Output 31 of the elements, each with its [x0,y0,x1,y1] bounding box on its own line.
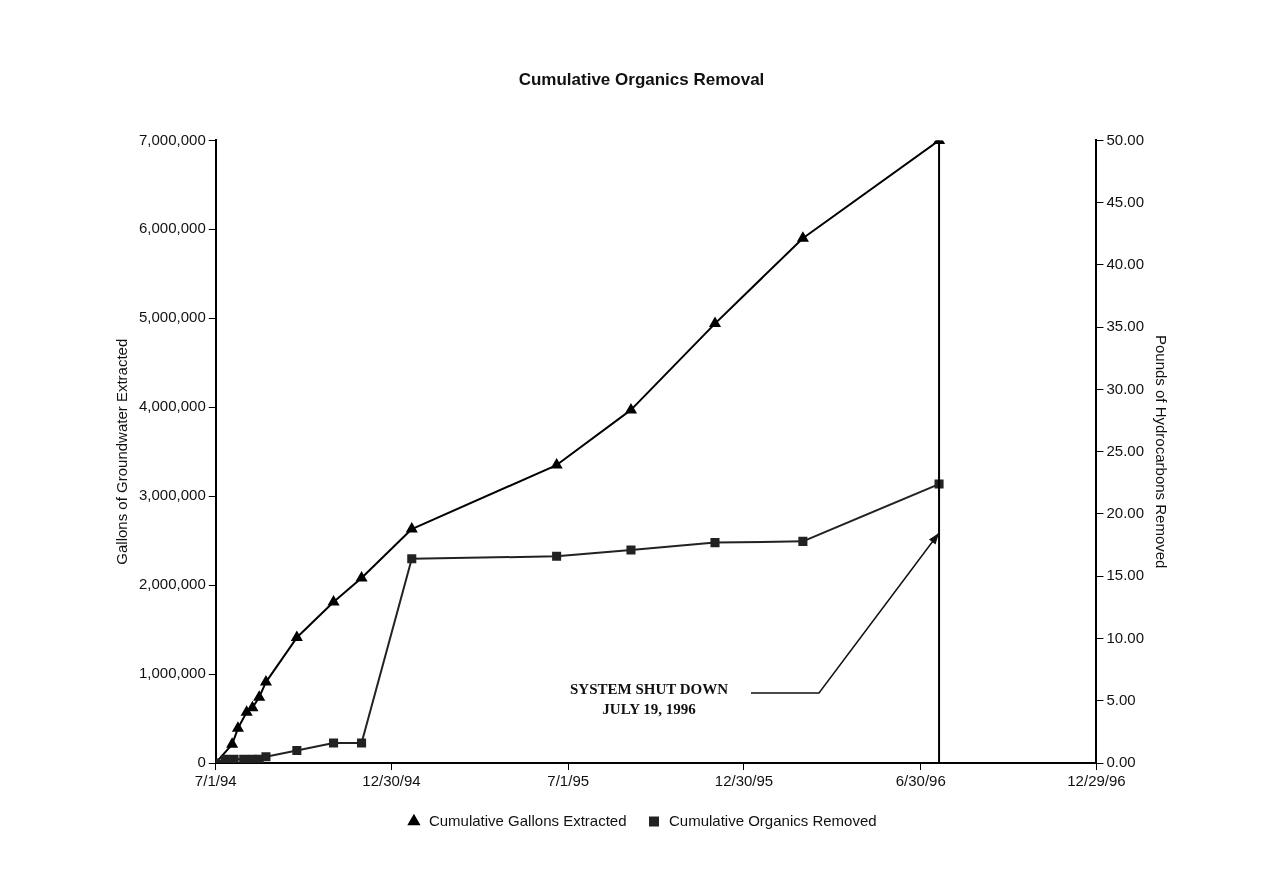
x-tick-label: 12/30/95 [714,772,774,790]
y2-tick-label: 5.00 [1106,690,1136,708]
y-tick-label: 3,000,000 [139,486,206,504]
y-tick-label: 5,000,000 [139,308,206,326]
x-tick-label: 12/30/94 [362,772,421,790]
y-tick-label: 2,000,000 [139,575,206,593]
legend-label: Cumulative Gallons Extracted [428,811,627,829]
y2-tick-label: 25.00 [1106,441,1145,459]
y2-tick-label: 45.00 [1106,192,1145,210]
y-tick-label: 0 [197,753,206,771]
x-tick-label: 7/1/95 [547,772,590,790]
y-tick-label: 6,000,000 [139,219,206,237]
x-tick-label: 12/29/96 [1067,772,1126,790]
chart-title: Cumulative Organics Removal [518,69,765,89]
y-tick-label: 7,000,000 [139,130,206,148]
legend-label: Cumulative Organics Removed [669,811,877,829]
y-tick-label: 4,000,000 [139,397,206,415]
y-axis-title: Gallons of Groundwater Extracted [113,338,131,565]
y2-tick-label: 10.00 [1106,628,1145,646]
x-tick-label: 6/30/96 [895,772,946,790]
y2-tick-label: 50.00 [1106,130,1145,148]
y2-tick-label: 40.00 [1106,255,1145,273]
y-tick-label: 1,000,000 [139,664,206,682]
y2-tick-label: 30.00 [1106,379,1145,397]
y2-tick-label: 20.00 [1106,504,1145,522]
x-tick-label: 7/1/94 [194,772,237,790]
y2-tick-label: 0.00 [1106,753,1136,771]
y2-tick-label: 15.00 [1106,566,1145,584]
y2-tick-label: 35.00 [1106,317,1145,335]
annotation: SYSTEM SHUT DOWN JULY 19, 1996 [570,680,729,717]
y2-axis-title: Pounds of Hydrocarbons Removed [1152,334,1170,569]
